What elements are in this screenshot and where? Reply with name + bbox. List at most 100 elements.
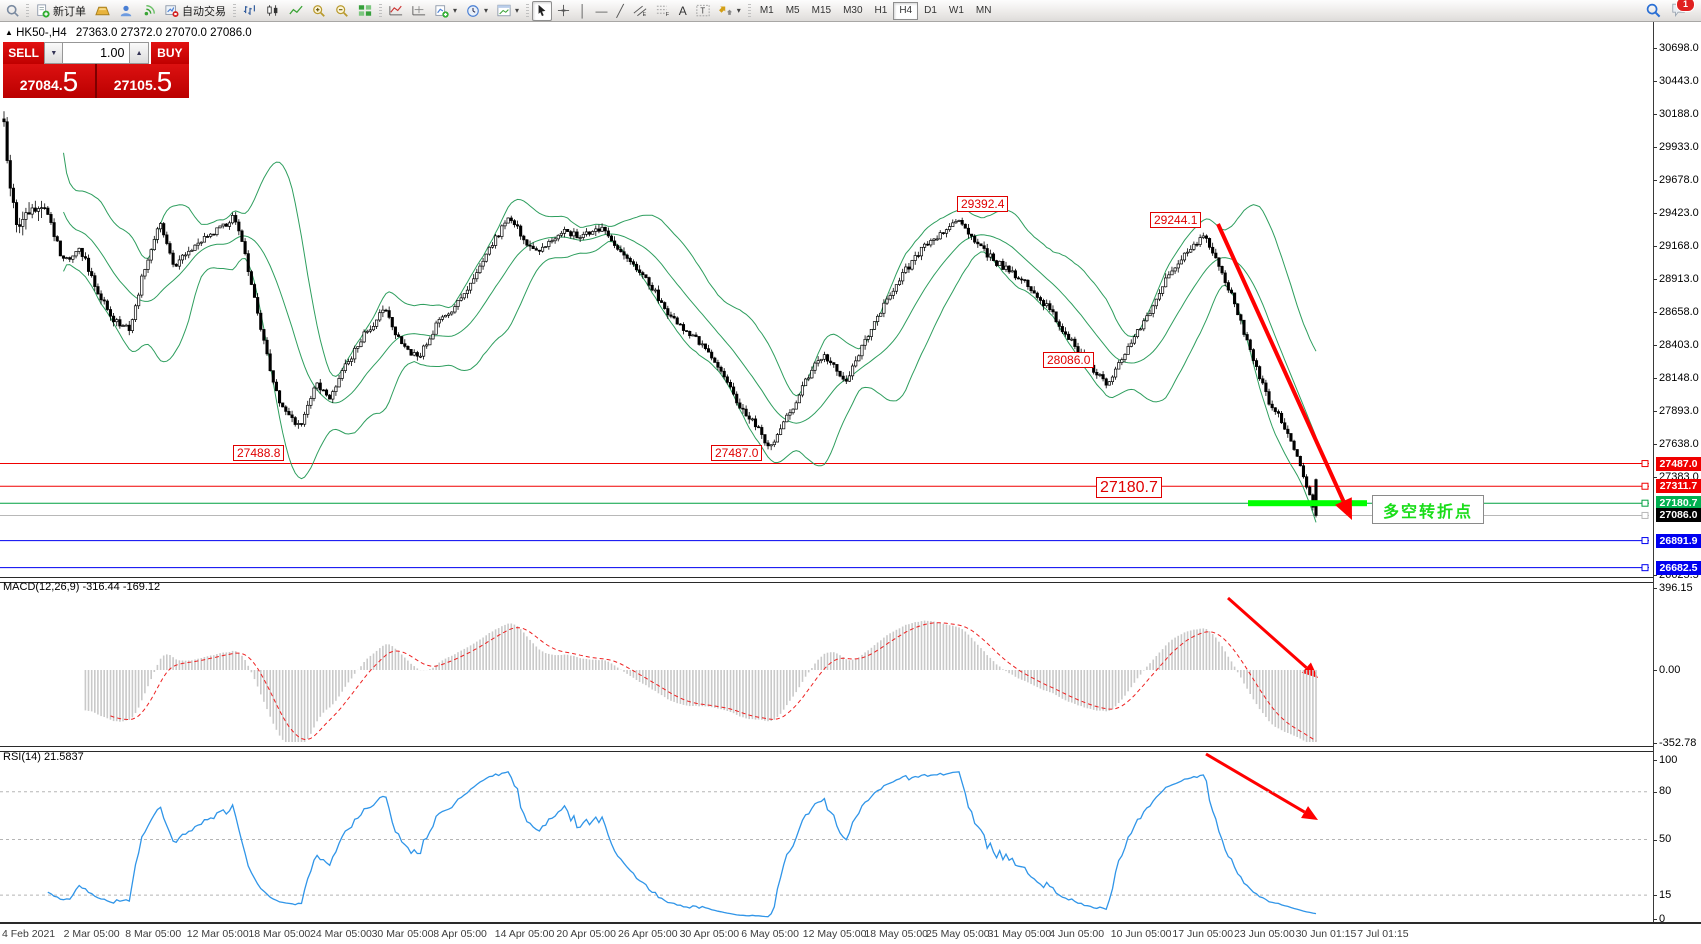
rsi-scale-label: 0 xyxy=(1659,912,1666,925)
timeframe-button-m1[interactable]: M1 xyxy=(759,5,774,16)
pane-separator[interactable] xyxy=(0,577,1701,583)
new-chart-button[interactable]: ▾ xyxy=(431,1,461,21)
trend-arrow[interactable] xyxy=(1205,752,1306,814)
arrows-tool[interactable]: ▾ xyxy=(715,1,745,21)
price-annotation-label[interactable]: 27488.8 xyxy=(233,445,285,461)
cursor-tool-button[interactable] xyxy=(532,0,553,21)
axis-level-badge: 27487.0 xyxy=(1656,456,1701,471)
axis-tick-dash xyxy=(1653,345,1657,346)
community-button[interactable] xyxy=(115,1,137,21)
volume-decrease-button[interactable]: ▼ xyxy=(44,42,64,64)
time-axis-label: 12 May 05:00 xyxy=(802,928,867,940)
timeframe-button-h1[interactable]: H1 xyxy=(874,5,888,16)
clock-icon xyxy=(467,4,479,17)
zoom-out-button[interactable] xyxy=(331,1,353,21)
text-tool[interactable]: A xyxy=(675,1,691,21)
svg-text:T: T xyxy=(700,7,705,16)
chart-shift-icon[interactable] xyxy=(2,1,23,21)
text-icon: A xyxy=(678,3,687,18)
toolbar-grip xyxy=(26,3,29,18)
price-annotation-label[interactable]: 29244.1 xyxy=(1150,212,1202,228)
text-label-tool[interactable]: T xyxy=(692,1,714,21)
rsi-scale-label: 50 xyxy=(1659,833,1672,845)
rsi-pane[interactable] xyxy=(0,750,1653,922)
timeframe-button-w1[interactable]: W1 xyxy=(948,5,964,16)
buy-button[interactable]: BUY xyxy=(150,42,189,64)
timeframe-button-h4[interactable]: H4 xyxy=(893,1,919,20)
crosshair-window-button[interactable] xyxy=(408,1,430,21)
one-click-trade-panel: SELL ▼ ▲ BUY 27084. 5 27105. 5 xyxy=(3,42,189,98)
trendline-tool[interactable]: ╱ xyxy=(613,1,628,21)
bar-chart-type-button[interactable] xyxy=(239,1,261,21)
pane-separator[interactable] xyxy=(0,746,1701,752)
channel-tool[interactable]: E xyxy=(629,1,651,21)
bollinger-upper-band xyxy=(63,152,1317,397)
autotrading-button[interactable]: 自动交易 xyxy=(161,1,230,21)
cursor-icon xyxy=(538,4,546,17)
candlestick-type-button[interactable] xyxy=(262,1,284,21)
level-line-anchor[interactable] xyxy=(1641,460,1649,468)
time-axis-label: 10 Jun 05:00 xyxy=(1110,928,1172,940)
timeframe-button-m5[interactable]: M5 xyxy=(785,5,800,16)
timeframe-button-mn[interactable]: MN xyxy=(975,5,992,16)
time-axis-label: 18 May 05:00 xyxy=(864,928,929,940)
price-annotation-label[interactable]: 29392.4 xyxy=(957,196,1009,212)
autotrading-icon xyxy=(165,4,179,17)
axis-tick-dash xyxy=(1653,246,1657,247)
macd-scale-label: -352.78 xyxy=(1659,736,1697,749)
note-annotation-box[interactable]: 多空转折点 xyxy=(1372,495,1484,524)
level-line-anchor[interactable] xyxy=(1641,564,1649,572)
level-line-anchor[interactable] xyxy=(1641,499,1649,507)
main-price-pane[interactable] xyxy=(0,21,1653,577)
price-annotation-label[interactable]: 27487.0 xyxy=(711,445,763,461)
tile-windows-button[interactable] xyxy=(354,1,376,21)
new-chart-icon xyxy=(435,4,449,18)
level-line-anchor[interactable] xyxy=(1641,537,1649,545)
axis-level-badge: 27311.7 xyxy=(1656,479,1701,494)
fibonacci-tool[interactable]: F xyxy=(652,1,674,21)
market-watch-button[interactable] xyxy=(91,1,114,21)
vertical-line-tool[interactable]: │ xyxy=(575,1,591,21)
zoom-in-button[interactable] xyxy=(308,1,330,21)
sell-button[interactable]: SELL xyxy=(3,42,45,64)
template-button[interactable]: ▾ xyxy=(493,1,523,21)
level-line-anchor[interactable] xyxy=(1641,482,1649,490)
dropdown-caret: ▾ xyxy=(484,6,489,15)
timeframe-button-m30[interactable]: M30 xyxy=(843,5,863,16)
vertical-line-icon: │ xyxy=(579,3,587,18)
highlight-zone[interactable] xyxy=(1248,500,1367,507)
sell-price-button[interactable]: 27084. 5 xyxy=(3,64,95,98)
search-icon[interactable] xyxy=(1646,3,1661,18)
axis-price-label: 28403.0 xyxy=(1659,338,1699,351)
indicator-list-button[interactable] xyxy=(385,1,407,21)
arrows-icon xyxy=(718,6,732,15)
signal-icon xyxy=(144,4,155,15)
notifications-button[interactable]: 1 xyxy=(1671,0,1695,20)
timeframe-button-m15[interactable]: M15 xyxy=(811,5,832,16)
dropdown-caret: ▾ xyxy=(453,6,458,15)
period-button[interactable]: ▾ xyxy=(462,1,492,21)
volume-input[interactable] xyxy=(63,42,130,64)
volume-increase-button[interactable]: ▲ xyxy=(129,42,149,64)
time-axis-border xyxy=(0,922,1701,924)
macd-pane[interactable] xyxy=(0,581,1653,746)
price-axis: 30698.0 30443.0 30188.0 29933.0 29678.0 29423… xyxy=(1653,21,1701,925)
line-chart-type-button[interactable] xyxy=(285,1,307,21)
level-line-anchor[interactable] xyxy=(1641,511,1649,519)
trend-arrow[interactable] xyxy=(1216,223,1346,502)
time-axis-label: 6 May 05:00 xyxy=(741,928,799,940)
note-annotation-text: 多空转折点 xyxy=(1382,503,1473,521)
buy-price-button[interactable]: 27105. 5 xyxy=(97,64,189,98)
price-annotation-label[interactable]: 28086.0 xyxy=(1043,352,1095,368)
axis-tick-dash xyxy=(1653,895,1657,897)
signals-button[interactable] xyxy=(138,1,160,21)
rsi-indicator-label: RSI(14) 21.5837 xyxy=(3,751,84,763)
crosshair-tool-button[interactable] xyxy=(553,1,574,21)
new-order-button[interactable]: 新订单 xyxy=(32,1,90,21)
trend-arrow[interactable] xyxy=(1227,596,1308,669)
time-axis[interactable]: 4 Feb 2021 2 Mar 05:00 8 Mar 05:00 12 Mar 0… xyxy=(0,924,1701,944)
timeframe-button-d1[interactable]: D1 xyxy=(924,5,937,16)
price-annotation-label[interactable]: 27180.7 xyxy=(1096,477,1162,498)
horizontal-line-tool[interactable]: — xyxy=(592,1,612,21)
person-icon xyxy=(120,5,132,16)
